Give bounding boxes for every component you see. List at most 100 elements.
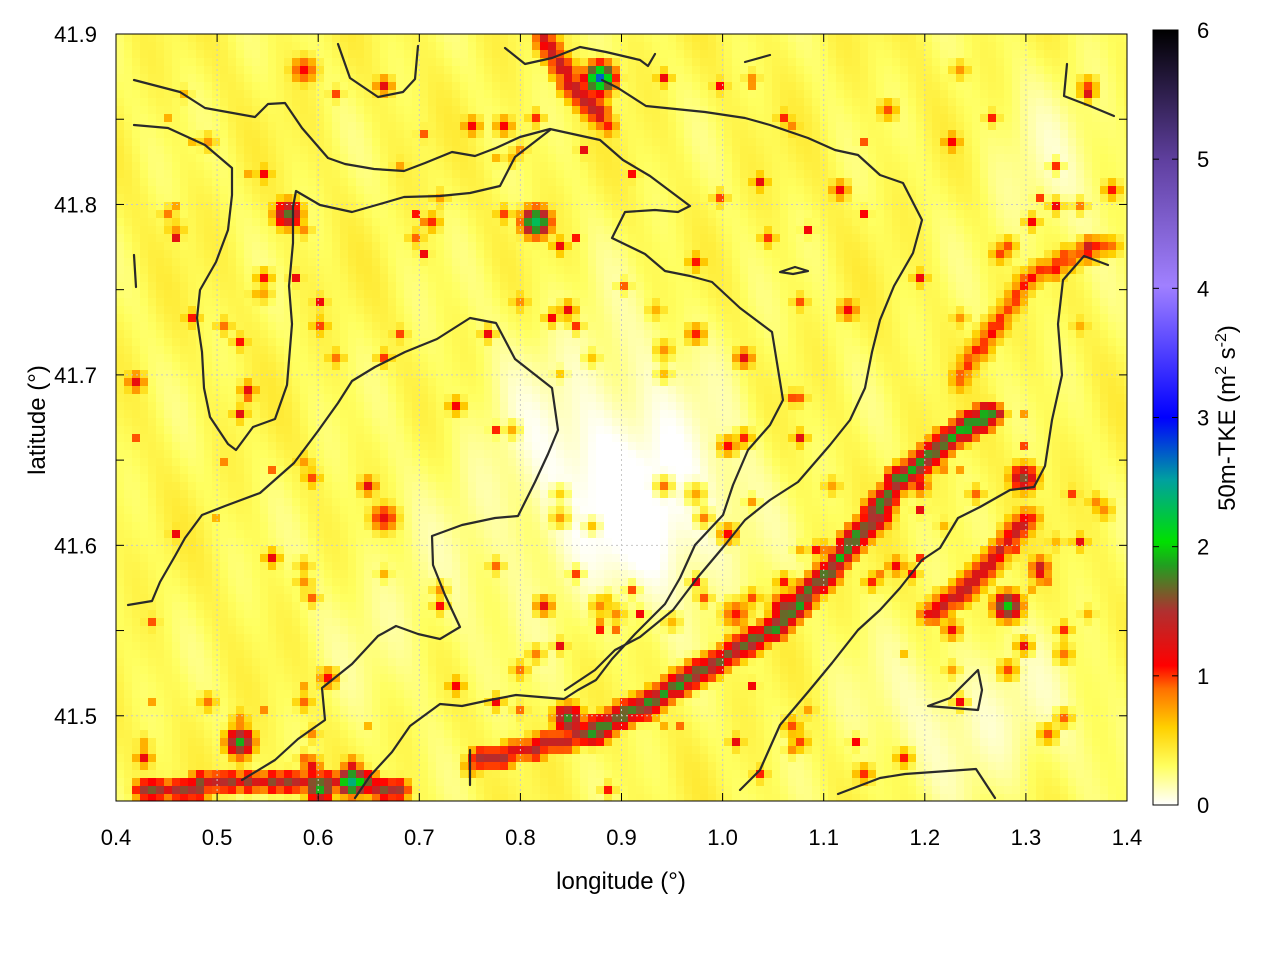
- heat-cell: [892, 34, 901, 43]
- heat-cell: [380, 162, 389, 171]
- heat-cell: [172, 114, 181, 123]
- heat-cell: [764, 298, 773, 307]
- heat-cell: [156, 250, 165, 259]
- heat-cell: [500, 194, 509, 203]
- heat-cell: [780, 58, 789, 67]
- heat-cell: [180, 138, 189, 147]
- heat-cell: [852, 194, 861, 203]
- heat-cell: [740, 298, 749, 307]
- heat-cell: [556, 98, 565, 107]
- heat-cell: [972, 234, 981, 243]
- heat-cell: [812, 106, 821, 115]
- heat-cell: [700, 178, 709, 187]
- heat-cell: [884, 226, 893, 235]
- heat-cell: [356, 258, 365, 267]
- heat-cell: [340, 82, 349, 91]
- heat-cell: [308, 258, 317, 267]
- heat-cell: [684, 266, 693, 275]
- heat-cell: [564, 186, 573, 195]
- heat-cell: [1084, 90, 1093, 99]
- heat-cell: [628, 58, 637, 67]
- heat-cell: [604, 202, 613, 211]
- heat-cell: [300, 82, 309, 91]
- heat-cell: [1052, 122, 1061, 131]
- heat-cell: [1020, 42, 1029, 51]
- heat-cell: [156, 274, 165, 283]
- heat-cell: [772, 146, 781, 155]
- heat-cell: [1052, 298, 1061, 307]
- heat-cell: [636, 138, 645, 147]
- heat-cell: [620, 50, 629, 59]
- heat-cell: [700, 274, 709, 283]
- heat-cell: [724, 146, 733, 155]
- heat-cell: [820, 82, 829, 91]
- heat-cell: [236, 170, 245, 179]
- heat-cell: [180, 202, 189, 211]
- heat-cell: [124, 82, 133, 91]
- heat-cell: [316, 226, 325, 235]
- heat-cell: [980, 50, 989, 59]
- heat-cell: [980, 42, 989, 51]
- heat-cell: [612, 274, 621, 283]
- heat-cell: [1004, 106, 1013, 115]
- heat-cell: [156, 338, 165, 347]
- heat-cell: [564, 154, 573, 163]
- heat-cell: [468, 322, 477, 331]
- heat-cell: [412, 42, 421, 51]
- heat-cell: [484, 298, 493, 307]
- heat-cell: [796, 282, 805, 291]
- heat-cell: [684, 162, 693, 171]
- heat-cell: [572, 98, 581, 107]
- heat-cell: [868, 210, 877, 219]
- heat-cell: [1108, 82, 1117, 91]
- heat-cell: [284, 322, 293, 331]
- heat-cell: [916, 330, 925, 339]
- heat-cell: [900, 162, 909, 171]
- heat-cell: [1116, 314, 1125, 323]
- heat-cell: [580, 90, 589, 99]
- heat-cell: [444, 218, 453, 227]
- heat-cell: [812, 162, 821, 171]
- heat-cell: [988, 218, 997, 227]
- heat-cell: [476, 138, 485, 147]
- heat-cell: [340, 346, 349, 355]
- heat-cell: [612, 258, 621, 267]
- heat-cell: [172, 66, 181, 75]
- heat-cell: [548, 290, 557, 299]
- heat-cell: [348, 266, 357, 275]
- heat-cell: [436, 186, 445, 195]
- heat-cell: [876, 234, 885, 243]
- heat-cell: [252, 178, 261, 187]
- heat-cell: [396, 178, 405, 187]
- heat-cell: [916, 314, 925, 323]
- heat-cell: [308, 314, 317, 323]
- heat-cell: [788, 290, 797, 299]
- heat-cell: [396, 130, 405, 139]
- heat-cell: [1084, 82, 1093, 91]
- heat-cell: [924, 170, 933, 179]
- heat-cell: [1028, 298, 1037, 307]
- heat-cell: [716, 50, 725, 59]
- heat-cell: [484, 98, 493, 107]
- heat-cell: [1052, 162, 1061, 171]
- heat-cell: [1068, 34, 1077, 43]
- heat-cell: [492, 234, 501, 243]
- heat-cell: [372, 306, 381, 315]
- heat-cell: [644, 338, 653, 347]
- heat-cell: [404, 298, 413, 307]
- heat-cell: [532, 202, 541, 211]
- heat-cell: [468, 90, 477, 99]
- heat-cell: [460, 330, 469, 339]
- heat-cell: [540, 122, 549, 131]
- heat-cell: [796, 186, 805, 195]
- heat-cell: [900, 242, 909, 251]
- heat-cell: [1116, 282, 1125, 291]
- heat-cell: [692, 258, 701, 267]
- heat-cell: [876, 338, 885, 347]
- heat-cell: [228, 130, 237, 139]
- heat-cell: [988, 58, 997, 67]
- heat-cell: [508, 74, 517, 83]
- heat-cell: [220, 210, 229, 219]
- heat-cell: [796, 274, 805, 283]
- heat-cell: [284, 210, 293, 219]
